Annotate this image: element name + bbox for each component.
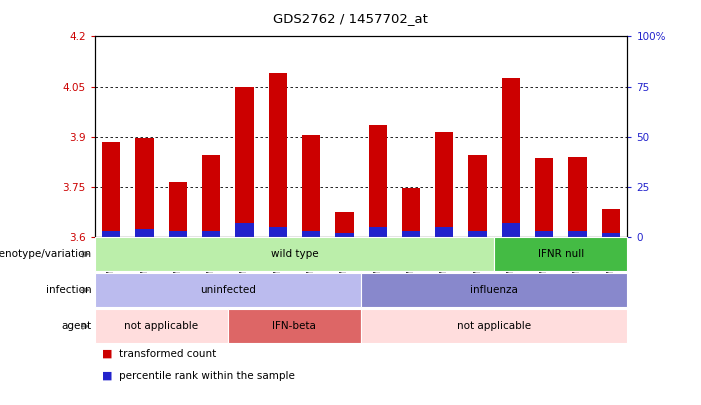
Bar	[95, 309, 228, 343]
Bar	[135, 139, 154, 237]
Text: agent: agent	[61, 321, 91, 331]
Bar	[236, 87, 254, 237]
Text: not applicable: not applicable	[457, 321, 531, 331]
Bar	[169, 231, 187, 237]
Bar	[361, 273, 627, 307]
Text: infection: infection	[46, 285, 91, 295]
Bar	[302, 135, 320, 237]
Bar	[435, 227, 454, 237]
Bar	[369, 125, 387, 237]
Bar	[169, 182, 187, 237]
Text: transformed count: transformed count	[119, 349, 217, 358]
Bar	[502, 78, 520, 237]
Text: IFN-beta: IFN-beta	[273, 321, 316, 331]
Text: percentile rank within the sample: percentile rank within the sample	[119, 371, 295, 381]
Bar	[601, 233, 620, 237]
Bar	[361, 309, 627, 343]
Text: genotype/variation: genotype/variation	[0, 249, 91, 259]
Bar	[95, 273, 361, 307]
Bar	[335, 233, 353, 237]
Bar	[95, 237, 494, 271]
Bar	[502, 223, 520, 237]
Bar	[202, 155, 220, 237]
Text: wild type: wild type	[271, 249, 318, 259]
Bar	[435, 132, 454, 237]
Text: IFNR null: IFNR null	[538, 249, 584, 259]
Bar	[102, 142, 121, 237]
Bar	[535, 158, 553, 237]
Bar	[369, 227, 387, 237]
Bar	[569, 231, 587, 237]
Bar	[402, 188, 420, 237]
Bar	[468, 231, 486, 237]
Bar	[468, 155, 486, 237]
Text: uninfected: uninfected	[200, 285, 256, 295]
Bar	[202, 231, 220, 237]
Bar	[236, 223, 254, 237]
Bar	[402, 231, 420, 237]
Bar	[228, 309, 361, 343]
Bar	[601, 209, 620, 237]
Text: ■: ■	[102, 371, 112, 381]
Text: GDS2762 / 1457702_at: GDS2762 / 1457702_at	[273, 12, 428, 25]
Text: influenza: influenza	[470, 285, 518, 295]
Bar	[268, 227, 287, 237]
Bar	[569, 157, 587, 237]
Bar	[268, 73, 287, 237]
Bar	[102, 231, 121, 237]
Bar	[335, 212, 353, 237]
Bar	[135, 229, 154, 237]
Bar	[494, 237, 627, 271]
Bar	[302, 231, 320, 237]
Text: not applicable: not applicable	[124, 321, 198, 331]
Text: ■: ■	[102, 349, 112, 358]
Bar	[535, 231, 553, 237]
